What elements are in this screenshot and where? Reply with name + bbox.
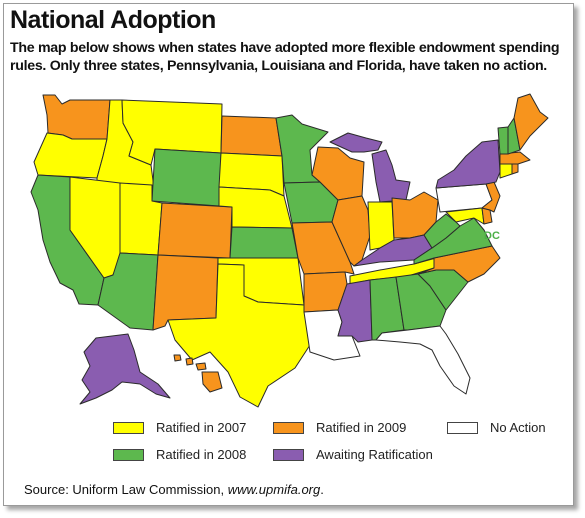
source-prefix: Source: Uniform Law Commission, bbox=[24, 482, 225, 497]
state-michigan bbox=[371, 149, 411, 203]
state-minnesota bbox=[275, 114, 329, 184]
state-new-jersey bbox=[481, 181, 501, 213]
state-north-dakota bbox=[220, 115, 283, 157]
state-north-carolina bbox=[417, 245, 501, 283]
state-massachusetts bbox=[499, 151, 531, 165]
state-kentucky bbox=[353, 234, 433, 267]
source-credit: Source: Uniform Law Commission, www.upmi… bbox=[24, 482, 324, 497]
map-title: National Adoption bbox=[10, 6, 216, 34]
state-maine bbox=[513, 93, 549, 151]
source-suffix: . bbox=[320, 482, 324, 497]
state-vermont bbox=[497, 126, 509, 155]
state-texas bbox=[167, 263, 311, 408]
state-florida bbox=[375, 325, 471, 395]
state-west-virginia bbox=[423, 213, 461, 249]
state-colorado bbox=[157, 202, 233, 259]
state-oregon bbox=[33, 132, 108, 179]
state-michigan-upper bbox=[329, 132, 383, 153]
state-new-york bbox=[435, 139, 501, 189]
state-washington bbox=[42, 94, 111, 140]
state-wyoming bbox=[151, 148, 222, 207]
map-subtitle: The map below shows when states have ado… bbox=[10, 40, 560, 74]
dc-label: DC bbox=[484, 230, 500, 242]
source-link[interactable]: www.upmifa.org bbox=[227, 482, 321, 497]
state-maryland bbox=[445, 207, 485, 225]
state-alaska bbox=[79, 333, 171, 405]
state-kansas bbox=[229, 226, 299, 259]
state-hawaii bbox=[173, 354, 223, 393]
state-connecticut bbox=[499, 163, 513, 179]
state-rhode-island bbox=[511, 163, 519, 175]
